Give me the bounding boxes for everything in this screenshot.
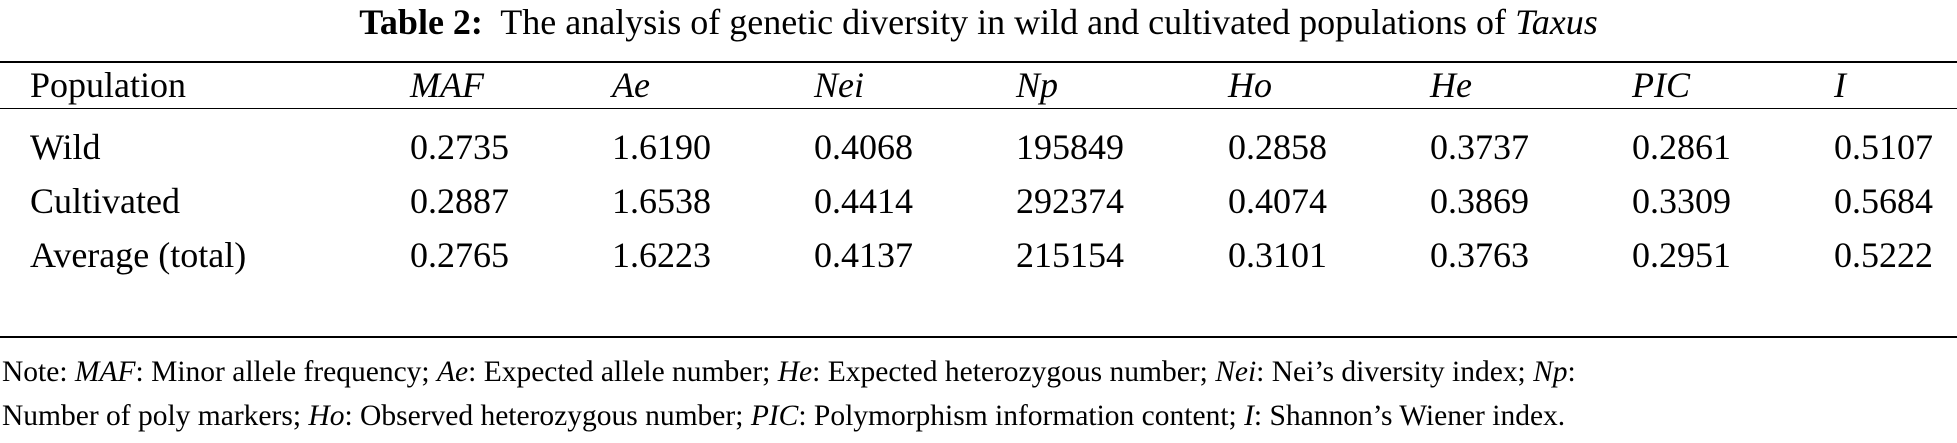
- table-cell: Wild: [30, 127, 101, 167]
- note-term: Ae: [437, 356, 469, 388]
- table-note: Note: MAF: Minor allele frequency; Ae: E…: [2, 350, 1955, 438]
- table-cell: 0.2765: [410, 235, 509, 275]
- column-header-nei: Nei: [814, 64, 864, 105]
- column-header-pic: PIC: [1632, 64, 1690, 105]
- note-term: Nei: [1215, 356, 1257, 388]
- column-header-np: Np: [1016, 64, 1059, 105]
- table-cell: 292374: [1016, 181, 1124, 221]
- table-cell: 1.6190: [612, 127, 711, 167]
- note-definition: :: [1567, 356, 1576, 388]
- table-cell: Cultivated: [30, 181, 180, 221]
- note-term: PIC: [750, 400, 799, 432]
- table-cell: 0.4137: [814, 235, 913, 275]
- note-term: MAF: [74, 356, 136, 388]
- column-header-population: Population: [30, 64, 187, 105]
- table-cell: 0.3737: [1430, 127, 1529, 167]
- note-term: I: [1244, 400, 1254, 432]
- table-cell: 0.2887: [410, 181, 509, 221]
- note-term: He: [777, 356, 813, 388]
- table-row: Cultivated 0.2887 1.6538 0.4414 292374 0…: [0, 174, 1957, 228]
- table-cell: 0.3309: [1632, 181, 1731, 221]
- table-cell: 1.6538: [612, 181, 711, 221]
- table-cell: 0.2861: [1632, 127, 1731, 167]
- column-header-ho: Ho: [1228, 64, 1272, 105]
- table-cell: 1.6223: [612, 235, 711, 275]
- table-cell: 0.4414: [814, 181, 913, 221]
- table-caption: Table 2: The analysis of genetic diversi…: [0, 0, 1957, 44]
- note-definition: Number of poly markers;: [2, 400, 309, 432]
- table-cell: 0.5684: [1834, 181, 1933, 221]
- note-term: Np: [1533, 356, 1568, 388]
- caption-taxon: Taxus: [1515, 2, 1598, 42]
- note-definition: : Shannon’s Wiener index.: [1253, 400, 1566, 432]
- table-cell: 0.2735: [410, 127, 509, 167]
- note-definition: : Nei’s diversity index;: [1256, 356, 1534, 388]
- table-cell: 0.5107: [1834, 127, 1933, 167]
- note-definition: : Polymorphism information content;: [798, 400, 1245, 432]
- table-row: Average (total) 0.2765 1.6223 0.4137 215…: [0, 228, 1957, 282]
- table-cell: Average (total): [30, 235, 247, 275]
- note-definition: : Expected allele number;: [468, 356, 778, 388]
- table-row: Wild 0.2735 1.6190 0.4068 195849 0.2858 …: [0, 108, 1957, 174]
- note-line-2: Number of poly markers; Ho: Observed het…: [2, 394, 1955, 438]
- table-bottom-rule: [0, 336, 1957, 338]
- table-cell: 195849: [1016, 127, 1124, 167]
- column-header-i: I: [1834, 64, 1846, 105]
- table-cell: 0.3763: [1430, 235, 1529, 275]
- table-cell: 0.5222: [1834, 235, 1933, 275]
- table-cell: 215154: [1016, 235, 1124, 275]
- column-header-maf: MAF: [410, 64, 484, 105]
- caption-text: The analysis of genetic diversity in wil…: [500, 2, 1507, 42]
- column-header-ae: Ae: [612, 64, 650, 105]
- note-definition: : Observed heterozygous number;: [344, 400, 751, 432]
- column-header-he: He: [1430, 64, 1472, 105]
- table-header-row: Population MAF Ae Nei Np Ho He PIC I: [0, 61, 1957, 108]
- note-line-1: Note: MAF: Minor allele frequency; Ae: E…: [2, 350, 1955, 394]
- genetic-diversity-table: Population MAF Ae Nei Np Ho He PIC I Wil…: [0, 61, 1957, 282]
- table-cell: 0.2858: [1228, 127, 1327, 167]
- note-definition: : Expected heterozygous number;: [812, 356, 1216, 388]
- table-cell: 0.2951: [1632, 235, 1731, 275]
- table-cell: 0.3101: [1228, 235, 1327, 275]
- table-cell: 0.4068: [814, 127, 913, 167]
- table-cell: 0.3869: [1430, 181, 1529, 221]
- note-term: Ho: [308, 400, 345, 432]
- caption-label: Table 2:: [359, 2, 483, 42]
- table-top-rule: [0, 61, 1957, 63]
- note-definition: : Minor allele frequency;: [135, 356, 437, 388]
- note-prefix: Note:: [2, 356, 75, 388]
- table-header-rule: [0, 108, 1957, 109]
- table-cell: 0.4074: [1228, 181, 1327, 221]
